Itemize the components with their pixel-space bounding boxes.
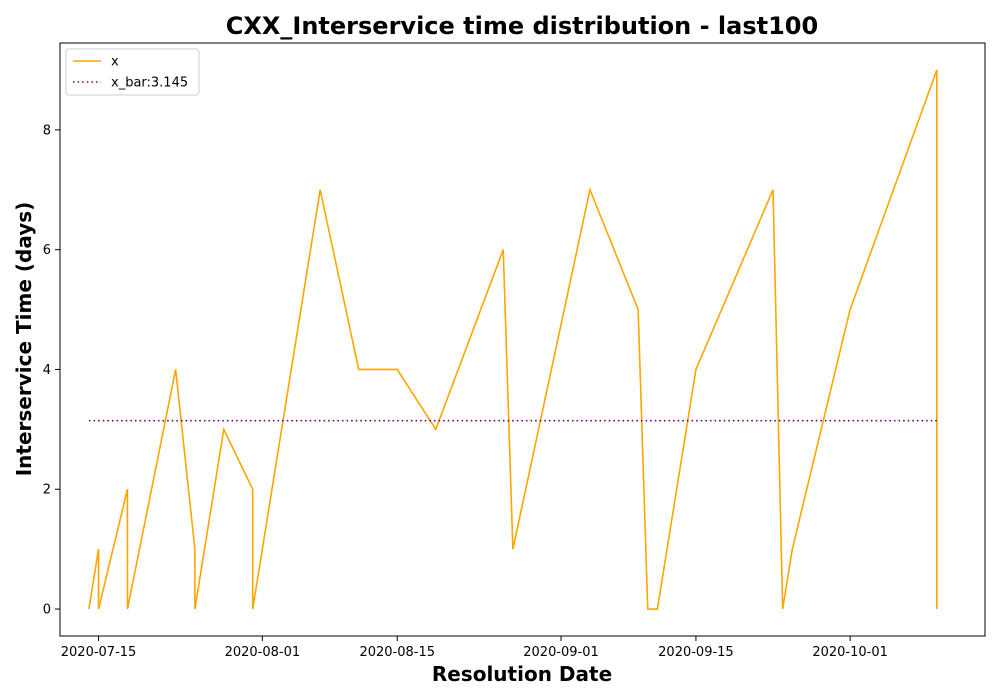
x-tick-label: 2020-08-01 — [225, 645, 301, 660]
x-tick-label: 2020-08-15 — [359, 645, 435, 660]
y-tick-label: 2 — [43, 483, 51, 498]
y-tick-label: 4 — [43, 363, 51, 378]
legend-label-2: x_bar:3.145 — [111, 76, 188, 91]
x-tick-label: 2020-07-15 — [61, 645, 137, 660]
plot-area — [88, 69, 938, 610]
legend-label-1: x — [111, 55, 119, 70]
y-axis: 0 2 4 6 8 — [43, 123, 60, 618]
y-tick-label: 0 — [43, 603, 51, 618]
y-tick-label: 6 — [43, 243, 51, 258]
y-axis-label: Interservice Time (days) — [12, 202, 36, 477]
series-line-1 — [88, 69, 938, 610]
chart-title: CXX_Interservice time distribution - las… — [226, 12, 818, 40]
x-tick-label: 2020-09-01 — [523, 645, 599, 660]
y-tick-label: 8 — [43, 123, 51, 138]
plot-frame — [59, 42, 986, 637]
x-tick-label: 2020-09-15 — [658, 645, 734, 660]
x-axis-label: Resolution Date — [432, 662, 612, 686]
x-tick-label: 2020-10-01 — [812, 645, 888, 660]
x-axis: 2020-07-15 2020-08-01 2020-08-15 2020-09-01… — [61, 636, 888, 660]
legend: x x_bar:3.145 — [65, 48, 200, 96]
